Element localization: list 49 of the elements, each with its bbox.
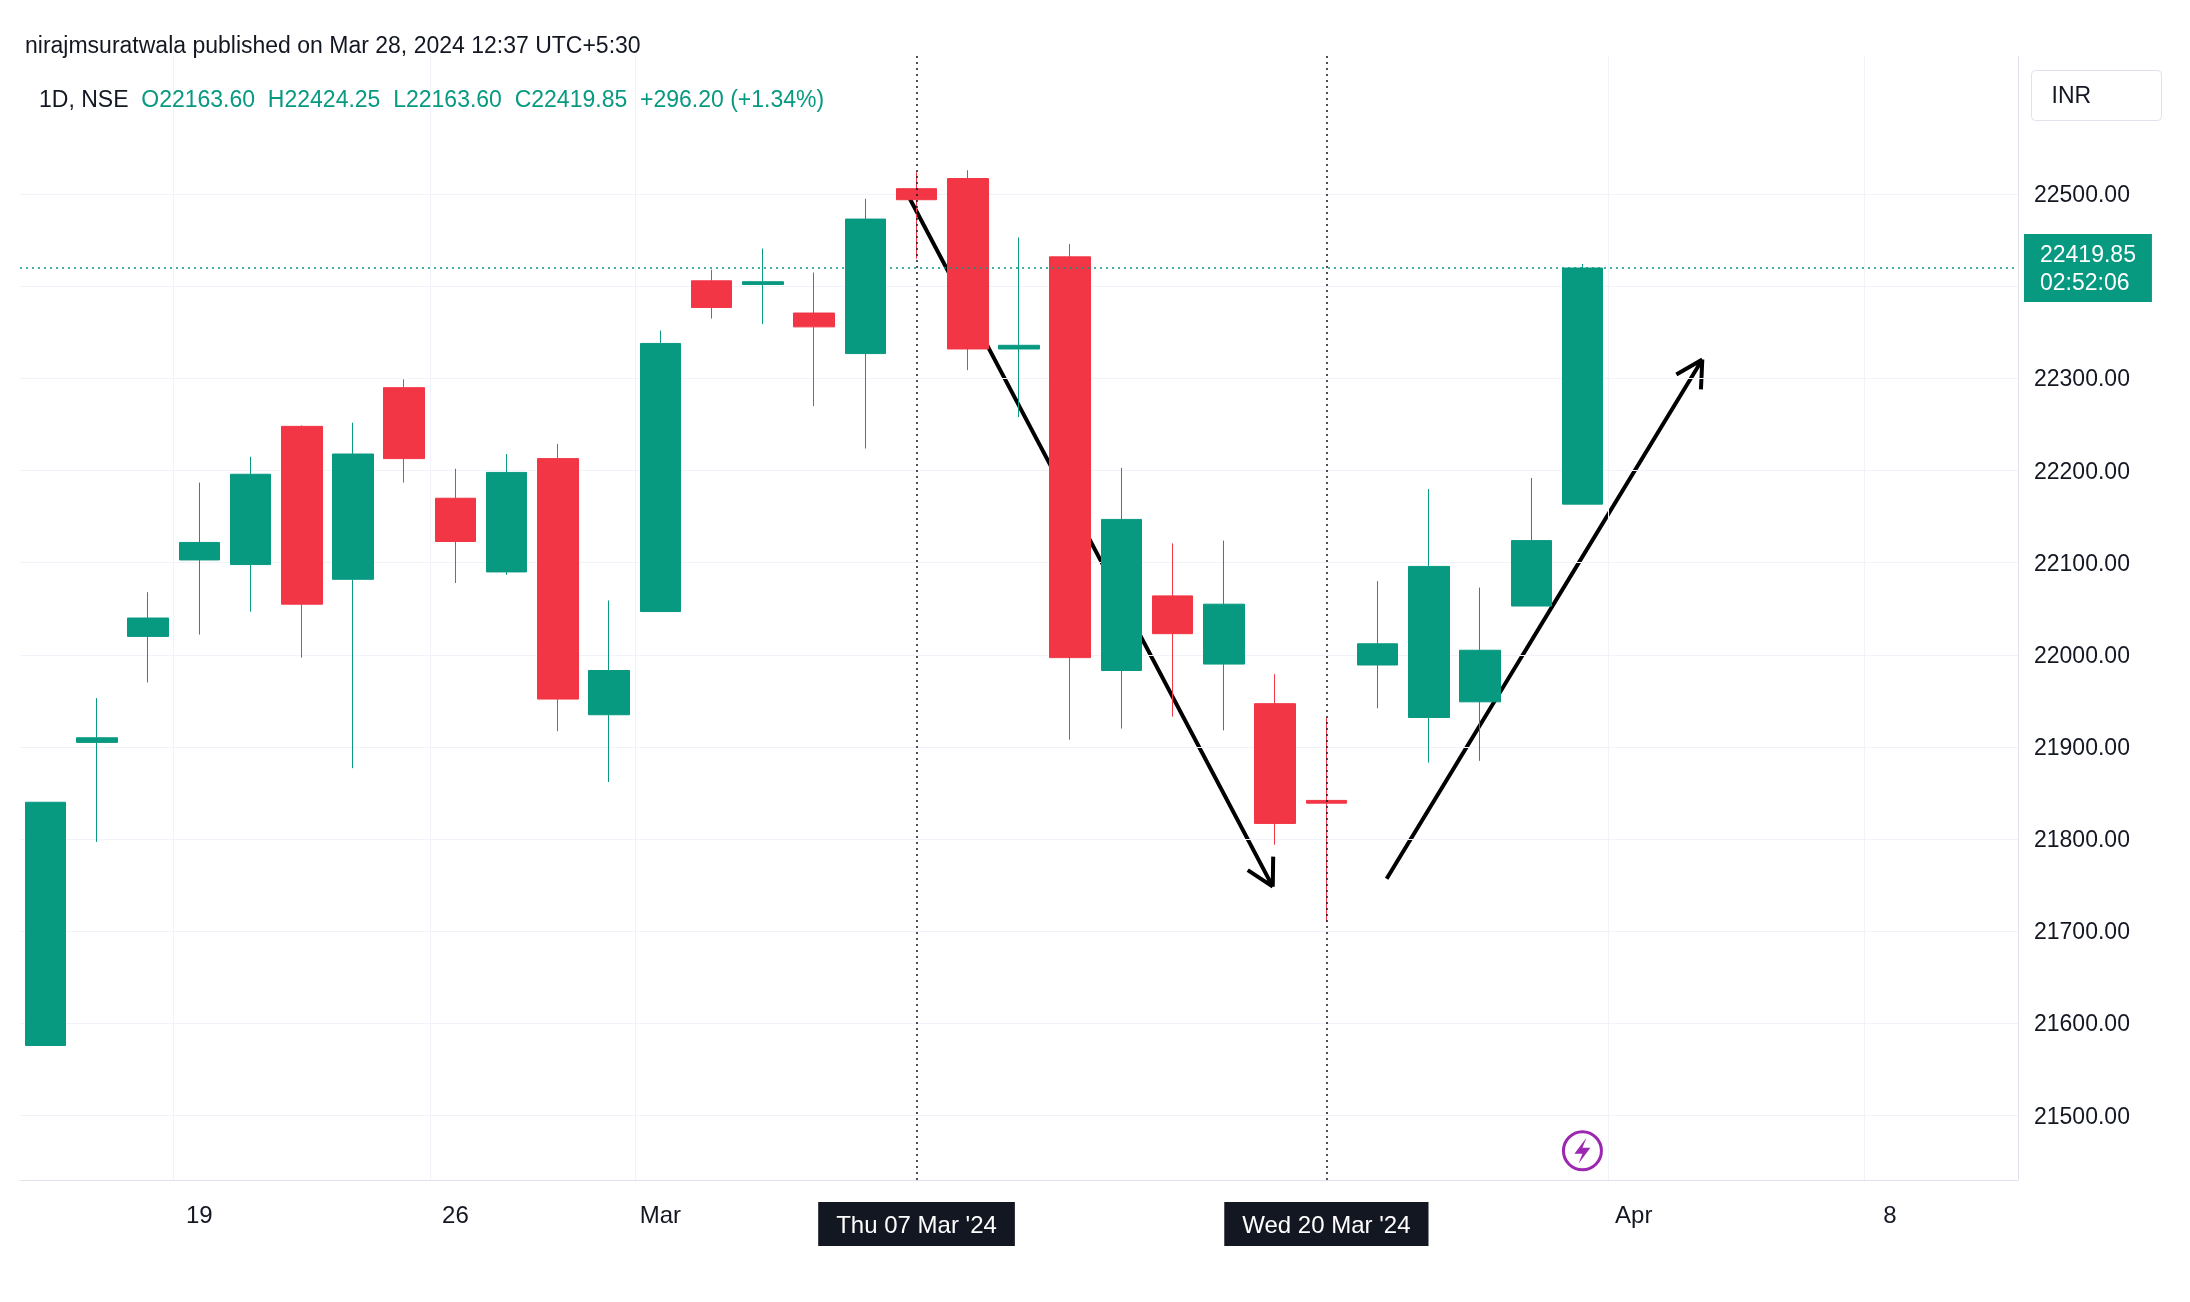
x-tick-label: Mar — [639, 1200, 682, 1228]
x-tick-label: 26 — [442, 1200, 469, 1228]
y-tick-label: 21700.00 — [2034, 918, 2130, 945]
candlestick — [281, 424, 323, 659]
y-tick-label: 22500.00 — [2034, 181, 2130, 208]
text: O22163.60 H22424.25 L22163.60 C22419.85 +296.20 (+1.34%) — [141, 85, 825, 112]
annotation: nirajmsuratwala published on Mar 28, 2024 12:37 UTC+5:30 — [25, 31, 641, 58]
y-tick-label: 21800.00 — [2034, 826, 2130, 853]
y-tick-label: 22000.00 — [2034, 641, 2130, 668]
candlestick — [127, 591, 169, 683]
candlestick — [588, 600, 630, 783]
candlestick — [1049, 243, 1091, 741]
candlestick — [947, 169, 989, 371]
candlestick — [691, 269, 732, 320]
candlestick — [537, 443, 579, 732]
candlestick — [25, 801, 66, 1046]
y-tick-label: 22200.00 — [2034, 457, 2130, 484]
candlestick — [76, 697, 118, 843]
text: 1D, NSE — [39, 85, 142, 112]
candlestick — [1511, 477, 1552, 607]
x-tick-label: 19 — [185, 1200, 213, 1228]
y-tick-label: 21900.00 — [2034, 733, 2130, 760]
candlestick — [1459, 587, 1501, 762]
candlestick — [486, 453, 527, 576]
candlestick — [1306, 717, 1347, 923]
y-tick-label: 21500.00 — [2034, 1102, 2130, 1129]
candlestick — [793, 272, 835, 407]
x-tick-label: Thu 07 Mar '24 — [836, 1210, 997, 1238]
candlestick — [179, 482, 220, 636]
candlestick — [1357, 580, 1398, 709]
y-tick-label: 21600.00 — [2034, 1010, 2130, 1037]
ref-line-label: 22419.85 02:52:06 — [2040, 241, 2136, 296]
candlestick — [230, 456, 271, 613]
candlestick — [1101, 467, 1142, 730]
x-tick-label: 8 — [1883, 1200, 1897, 1228]
candlestick — [1152, 542, 1193, 718]
candlestick — [896, 171, 937, 260]
x-tick-label: Apr — [1615, 1200, 1653, 1228]
x-tick-label: Wed 20 Mar '24 — [1242, 1210, 1411, 1238]
candlestick — [1254, 673, 1296, 846]
y-tick-label: 22300.00 — [2034, 365, 2130, 392]
candlestick — [640, 330, 681, 613]
candlestick — [332, 422, 374, 769]
candlestick — [383, 378, 425, 484]
y-tick-label: 22100.00 — [2034, 549, 2130, 576]
candlestick — [435, 468, 476, 584]
candlestick — [1408, 488, 1450, 764]
candlestick — [1203, 540, 1245, 731]
text: INR — [2051, 82, 2092, 108]
